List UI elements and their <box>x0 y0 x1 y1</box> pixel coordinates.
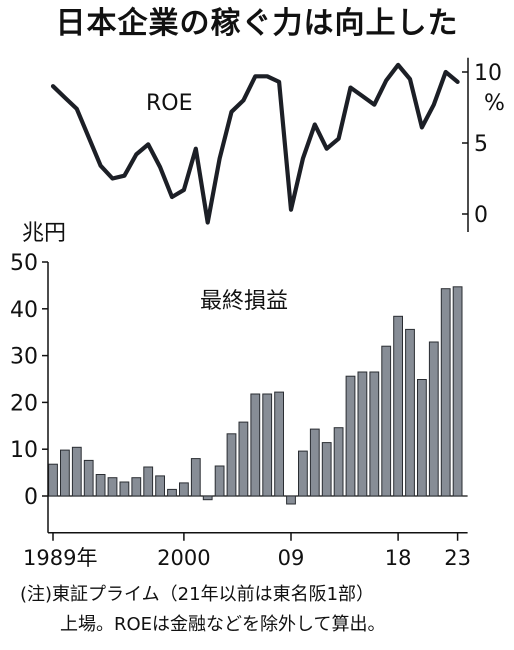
net-income-bar <box>321 442 332 497</box>
net-income-bar <box>226 433 237 497</box>
net-income-bar <box>309 428 320 497</box>
x-tick-label: 1989年 <box>23 546 97 570</box>
net-income-bar <box>369 371 380 497</box>
net-income-bar <box>202 495 213 501</box>
roe-series-line <box>50 62 460 225</box>
net-income-bar-chart: 兆円 最終損益 50 40 30 20 10 0 1989年 2000 09 18 23 <box>10 221 471 570</box>
net-income-y-tick-label: 20 <box>10 391 38 416</box>
roe-y-tick-label: 0 <box>474 203 488 228</box>
x-tick-label: 23 <box>444 546 471 570</box>
net-income-bar <box>417 379 427 497</box>
roe-y-tick-label: 10 <box>474 61 502 86</box>
chart-title: 日本企業の稼ぐ力は向上した <box>55 6 459 41</box>
roe-line-chart: 10 5 0 ROE % <box>50 57 505 232</box>
net-income-bar <box>345 375 356 497</box>
net-income-bar <box>238 421 249 497</box>
net-income-bar <box>143 466 154 497</box>
roe-y-tick-label: 5 <box>474 132 488 157</box>
x-tick-label: 09 <box>278 546 305 570</box>
net-income-bar <box>48 463 58 497</box>
net-income-bar <box>155 475 165 497</box>
net-income-bar <box>250 393 261 497</box>
roe-series-label: ROE <box>146 91 193 116</box>
net-income-bar <box>298 450 308 497</box>
net-income-bar <box>286 495 296 505</box>
net-income-bar <box>107 477 118 497</box>
net-income-bar <box>119 481 130 497</box>
net-income-bar <box>357 371 368 497</box>
net-income-bar <box>179 482 189 497</box>
net-income-y-tick-label: 50 <box>10 251 38 276</box>
roe-unit-label: % <box>484 91 505 116</box>
net-income-bar <box>393 315 404 497</box>
net-income-y-tick-label: 10 <box>10 438 38 463</box>
net-income-bar <box>190 458 201 497</box>
net-income-bar <box>60 449 70 497</box>
net-income-bar <box>405 328 415 497</box>
net-income-bar <box>71 446 82 497</box>
net-income-bar <box>95 474 106 497</box>
net-income-bar <box>428 341 439 497</box>
net-income-bar <box>214 465 225 497</box>
net-income-bar <box>333 427 344 497</box>
net-income-y-tick-label: 0 <box>24 485 38 510</box>
net-income-bar <box>131 477 142 497</box>
net-income-bar <box>452 286 463 497</box>
net-income-unit-label: 兆円 <box>22 221 66 246</box>
net-income-bar <box>83 459 94 497</box>
net-income-y-tick-label: 30 <box>10 345 38 370</box>
x-tick-label: 2000 <box>157 546 210 570</box>
footnote: (注)東証プライム（21年以前は東名阪1部） 上場。ROEは金融などを除外して算… <box>20 580 510 640</box>
footnote-line-1: (注)東証プライム（21年以前は東名阪1部） <box>20 584 375 605</box>
x-tick-label: 18 <box>385 546 412 570</box>
net-income-bar <box>167 488 177 497</box>
net-income-series-label: 最終損益 <box>200 289 288 314</box>
net-income-y-tick-label: 40 <box>10 298 38 323</box>
footnote-line-2: 上場。ROEは金融などを除外して算出。 <box>60 614 386 635</box>
net-income-bar <box>440 288 451 497</box>
net-income-bar <box>381 345 392 497</box>
net-income-bar <box>274 391 285 497</box>
net-income-bar <box>262 393 273 497</box>
